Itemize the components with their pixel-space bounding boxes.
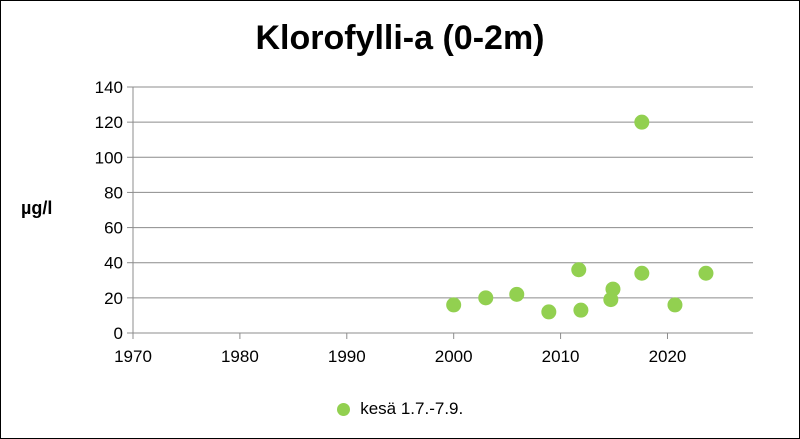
x-tick-label: 1990 xyxy=(328,347,366,366)
data-point xyxy=(634,114,650,130)
data-point xyxy=(605,281,621,297)
x-tick-label: 1970 xyxy=(114,347,152,366)
chart-title: Klorofylli-a (0-2m) xyxy=(255,19,545,57)
data-point xyxy=(446,297,462,313)
legend-marker xyxy=(336,402,350,416)
data-point xyxy=(478,290,494,306)
legend-label: kesä 1.7.-7.9. xyxy=(360,399,464,418)
data-point xyxy=(573,302,589,318)
y-tick-label: 60 xyxy=(104,219,123,238)
x-tick-label: 2010 xyxy=(542,347,580,366)
y-tick-label: 20 xyxy=(104,289,123,308)
data-point xyxy=(667,297,683,313)
x-tick-label: 1980 xyxy=(221,347,259,366)
y-tick-label: 140 xyxy=(95,78,123,97)
y-axis-label: µg/l xyxy=(21,198,53,218)
y-tick-label: 40 xyxy=(104,254,123,273)
x-tick-label: 2020 xyxy=(649,347,687,366)
y-tick-label: 100 xyxy=(95,148,123,167)
x-tick-label: 2000 xyxy=(435,347,473,366)
y-tick-label: 120 xyxy=(95,113,123,132)
y-tick-label: 0 xyxy=(114,324,123,343)
data-point xyxy=(571,262,587,278)
legend: kesä 1.7.-7.9. xyxy=(1,399,799,419)
data-point xyxy=(698,265,714,281)
data-point xyxy=(634,265,650,281)
data-point xyxy=(509,286,525,302)
data-point xyxy=(541,304,557,320)
y-tick-label: 80 xyxy=(104,183,123,202)
